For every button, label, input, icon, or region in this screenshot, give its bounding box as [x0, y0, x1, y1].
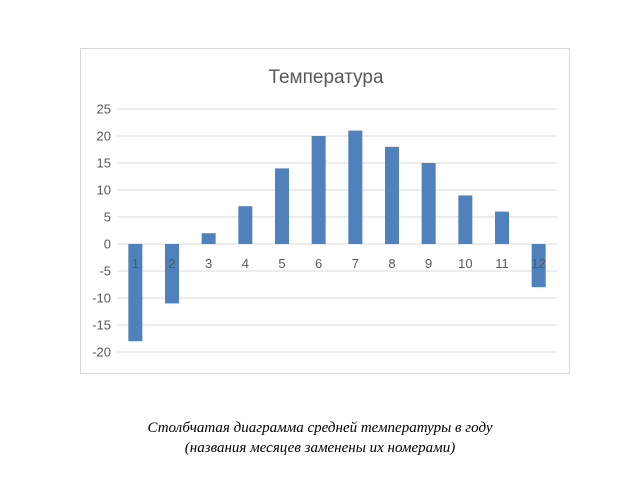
- x-tick-label: 10: [458, 256, 472, 271]
- bar-month-11: [495, 211, 509, 244]
- bar-month-8: [385, 146, 399, 244]
- bar-month-7: [348, 130, 363, 244]
- figure-caption: Столбчатая диаграмма средней температуры…: [0, 418, 640, 458]
- x-tick-label: 11: [495, 256, 509, 271]
- chart-title: Температура: [268, 67, 384, 88]
- y-tick-label: -15: [92, 318, 111, 333]
- y-tick-label: 20: [97, 129, 111, 144]
- y-tick-label: -20: [92, 345, 111, 360]
- bar-month-1: [128, 244, 143, 342]
- y-tick-label: 15: [97, 156, 111, 171]
- y-tick-label: 5: [104, 210, 111, 225]
- y-tick-label: -5: [99, 264, 111, 279]
- y-tick-label: -10: [92, 291, 111, 306]
- bar-month-9: [421, 163, 436, 244]
- caption-line-1: Столбчатая диаграмма средней температуры…: [147, 420, 493, 436]
- x-tick-label: 7: [352, 256, 359, 271]
- x-tick-label: 5: [278, 256, 285, 271]
- x-tick-label: 1: [132, 256, 139, 271]
- x-tick-label: 3: [205, 256, 212, 271]
- bar-month-12: [531, 244, 546, 288]
- x-axis-ticks: 1 2 3 4 5 6 7 8 9 10 11 12: [132, 256, 546, 271]
- bar-month-10: [458, 195, 473, 244]
- bar-month-5: [275, 168, 289, 244]
- y-axis-ticks: 25 20 15 10 5 0 -5 -10 -15 -20: [92, 102, 111, 360]
- bar-month-4: [238, 206, 253, 244]
- gridlines: [117, 108, 557, 353]
- x-tick-label: 4: [242, 256, 249, 271]
- caption-line-2: (названия месяцев заменены их номерами): [184, 440, 456, 456]
- y-tick-label: 0: [104, 237, 111, 252]
- x-tick-label: 12: [531, 256, 545, 271]
- x-tick-label: 9: [425, 256, 432, 271]
- x-tick-label: 8: [388, 256, 395, 271]
- y-tick-label: 25: [97, 102, 111, 117]
- bars: [128, 130, 546, 342]
- x-tick-label: 2: [168, 256, 175, 271]
- y-tick-label: 10: [97, 183, 111, 198]
- bar-month-2: [165, 244, 179, 304]
- x-tick-label: 6: [315, 256, 322, 271]
- bar-month-3: [201, 233, 216, 244]
- bar-month-6: [311, 136, 326, 244]
